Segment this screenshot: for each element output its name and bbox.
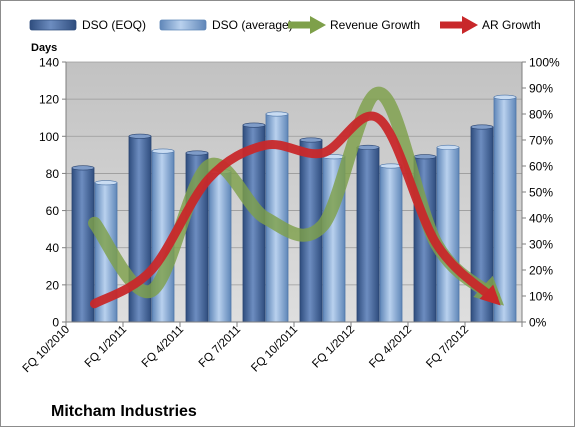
y2-tick-label: 0% [529, 316, 547, 330]
legend-arrowhead-ar-growth [462, 16, 478, 34]
legend-item-dso-average: DSO (average) [159, 18, 293, 32]
legend-label-ar-growth: AR Growth [482, 18, 541, 32]
legend-arrowhead-revenue-growth [310, 16, 326, 34]
bar-cap-dso-average [151, 148, 175, 154]
legend-item-revenue-growth: Revenue Growth [288, 16, 420, 34]
bar-cap-dso-average [94, 180, 118, 186]
legend-item-ar-growth: AR Growth [440, 16, 541, 34]
bar-cap-dso-average [265, 111, 289, 117]
growth-lines [88, 86, 505, 309]
y-tick-label: 100 [39, 130, 59, 144]
legend-swatch-dso-eoq [29, 19, 77, 31]
y2-tick-label: 60% [529, 160, 553, 174]
y-axis-label: Days [31, 42, 57, 54]
bar-cap-dso-eoq [356, 144, 380, 150]
y-tick-label: 80 [46, 167, 60, 181]
bar-cap-dso-eoq [185, 150, 209, 156]
bar-cap-dso-eoq [71, 165, 95, 171]
y2-tick-label: 40% [529, 212, 553, 226]
y2-tick-label: 100% [529, 56, 560, 70]
bar-dso-average [379, 165, 403, 323]
bar-dso-eoq [71, 167, 95, 323]
bar-dso-average [493, 96, 517, 323]
chart-title: Mitcham Industries [51, 403, 197, 420]
y-tick-label: 120 [39, 93, 59, 107]
y-tick-label: 40 [46, 241, 60, 255]
legend-label-dso-eoq: DSO (EOQ) [82, 18, 146, 32]
legend-item-dso-eoq: DSO (EOQ) [29, 18, 146, 32]
y2-tick-label: 20% [529, 264, 553, 278]
y-tick-label: 140 [39, 56, 59, 70]
y-tick-label: 20 [46, 278, 60, 292]
y2-axis-ticks: 0% 10% 20% 30% 40% 50% 60% 70% 80% 90% 100% [522, 56, 560, 330]
bar-cap-dso-eoq [470, 124, 494, 130]
legend-label-dso-average: DSO (average) [212, 18, 293, 32]
bar-cap-dso-eoq [299, 137, 323, 143]
y2-tick-label: 90% [529, 82, 553, 96]
bar-cap-dso-eoq [413, 154, 437, 160]
y2-tick-label: 80% [529, 108, 553, 122]
bar-cap-dso-eoq [242, 122, 266, 128]
bar-cap-dso-eoq [128, 133, 152, 139]
y2-tick-label: 10% [529, 290, 553, 304]
y2-tick-label: 70% [529, 134, 553, 148]
line-ar-growth [90, 111, 501, 309]
legend: DSO (EOQ) DSO (average) Revenue Growth A… [29, 16, 541, 34]
bar-dso-average [436, 147, 460, 323]
bar-dso-average [208, 171, 232, 323]
legend-label-revenue-growth: Revenue Growth [330, 18, 420, 32]
bar-cap-dso-average [436, 144, 460, 150]
y-tick-label: 0 [52, 316, 59, 330]
y2-tick-label: 50% [529, 186, 553, 200]
bar-cap-dso-average [379, 163, 403, 169]
y-tick-label: 60 [46, 204, 60, 218]
bar-dso-eoq [356, 147, 380, 323]
y2-tick-label: 30% [529, 238, 553, 252]
bar-cap-dso-average [493, 94, 517, 100]
legend-swatch-dso-average [159, 19, 207, 31]
y-axis-ticks: 0 20 40 60 80 100 120 140 [39, 56, 66, 330]
